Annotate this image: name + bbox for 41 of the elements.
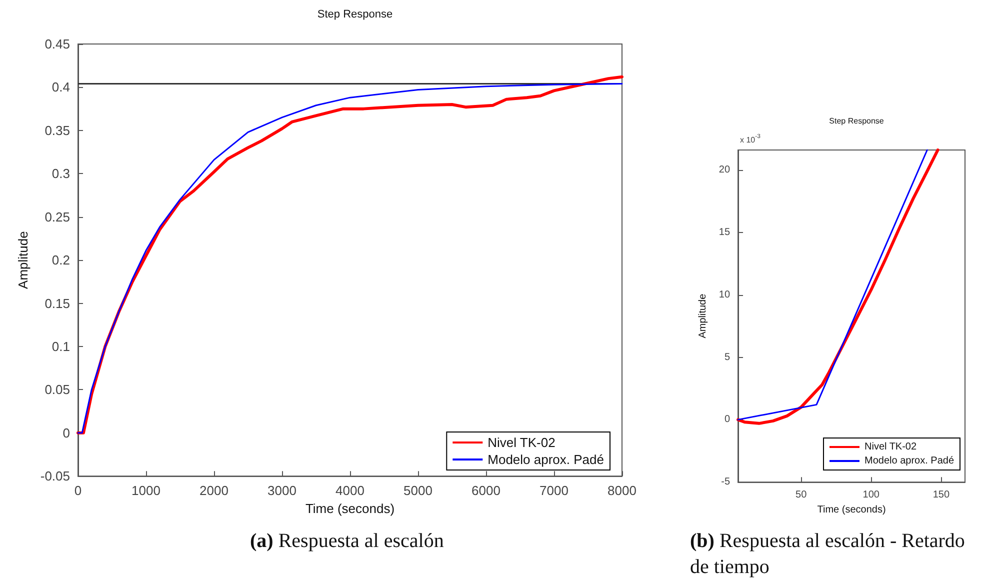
x-tick-label: 100 [862, 490, 880, 501]
y-tick-label: 0 [724, 414, 730, 426]
text: (b) Respuesta al escalón - Retardo de tiempo [690, 530, 965, 578]
x-tick-label: 4000 [336, 483, 364, 498]
y-tick-label: 0.1 [52, 338, 70, 354]
x-tick-label: 7000 [540, 483, 568, 498]
y-tick-label: 0 [62, 425, 70, 440]
x-tick-label: 0 [74, 483, 82, 498]
y-tick-label: 0.3 [52, 166, 70, 182]
x-tick-label: 2000 [200, 483, 228, 498]
y-tick-label: 0.05 [44, 382, 70, 398]
y-tick-label: -0.05 [40, 468, 70, 484]
x-tick-label: 8000 [608, 483, 636, 498]
legend-label: Nivel TK-02 [488, 435, 556, 450]
y-tick-label: 0.4 [52, 80, 70, 95]
y-tick-label: 15 [718, 226, 730, 238]
x-tick-label: 3000 [268, 483, 296, 498]
y-tick-label: 20 [718, 164, 730, 176]
y-tick-label: 5 [724, 352, 730, 363]
y-tick-label: 0.2 [52, 252, 70, 268]
x-axis-title: Time (seconds) [817, 504, 886, 516]
legend-label: Modelo aprox. Padé [488, 452, 604, 467]
x-tick-label: 150 [932, 490, 950, 501]
x-tick-label: 1000 [132, 483, 160, 498]
y-tick-label: -5 [721, 476, 730, 488]
legend-label: Nivel TK-02 [864, 442, 917, 452]
y-tick-label: 0.15 [44, 296, 70, 311]
y-tick-label: 0.45 [44, 36, 70, 52]
x-tick-label: 50 [796, 490, 808, 501]
chart-title: Step Response [829, 116, 884, 126]
chart-title: Step Response [317, 8, 393, 20]
x-tick-label: 5000 [404, 483, 432, 498]
y-axis-title: Amplitude [15, 231, 30, 289]
y-axis-title: Amplitude [698, 293, 708, 338]
x-axis-title: Time (seconds) [305, 501, 395, 516]
y-tick-label: 10 [718, 289, 730, 300]
legend-label: Modelo aprox. Padé [864, 456, 954, 466]
x-tick-label: 6000 [472, 483, 500, 498]
y-tick-label: 0.35 [44, 122, 70, 138]
y-tick-label: 0.25 [44, 209, 70, 224]
text: (a) Respuesta al escalón [250, 530, 444, 552]
